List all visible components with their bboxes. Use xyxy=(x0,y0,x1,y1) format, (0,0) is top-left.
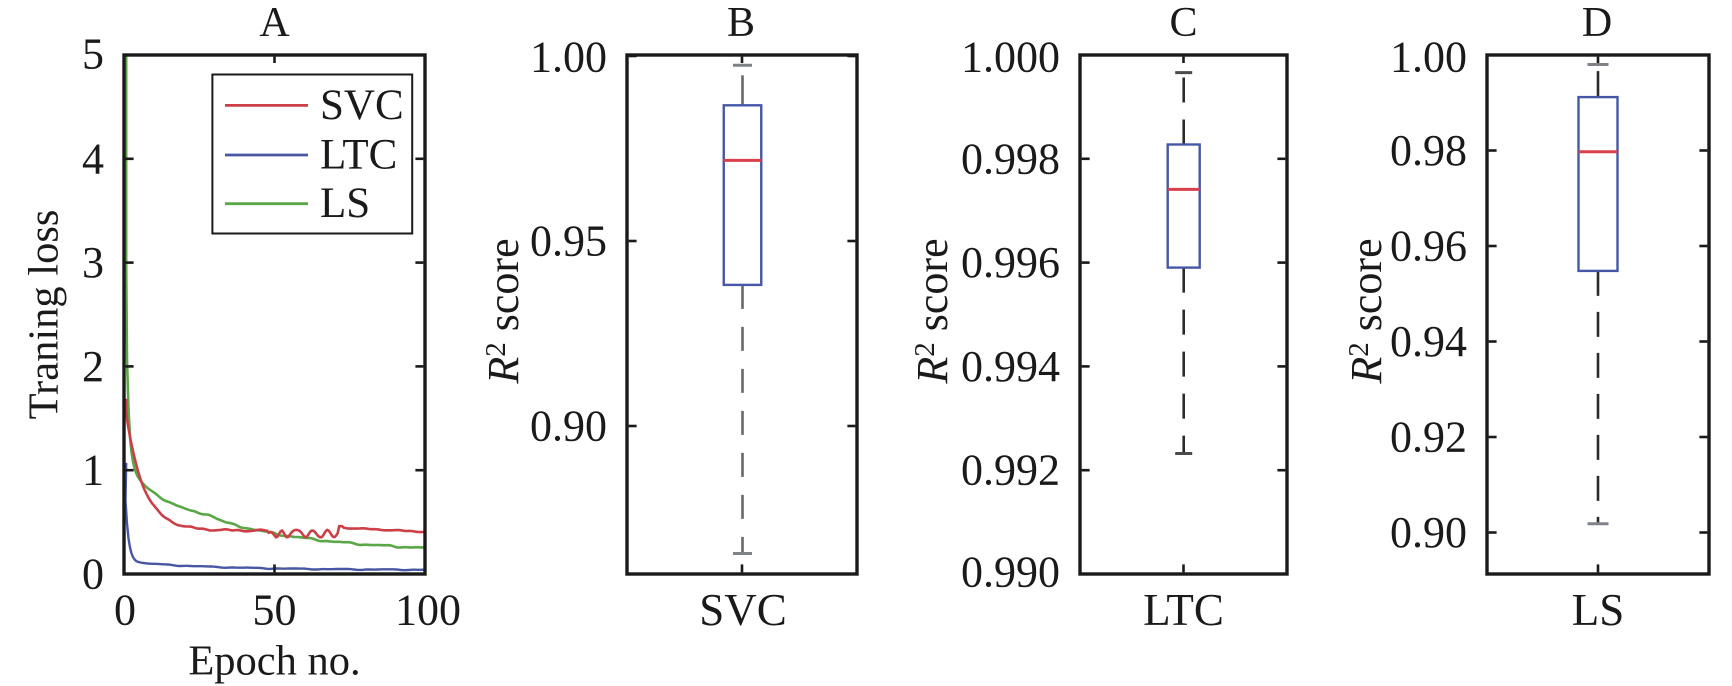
svg-text:D: D xyxy=(1582,0,1612,46)
svg-text:0.998: 0.998 xyxy=(961,134,1060,183)
svg-text:50: 50 xyxy=(253,586,297,635)
svg-text:Epoch no.: Epoch no. xyxy=(188,638,360,685)
svg-text:B: B xyxy=(727,0,755,46)
svg-text:LTC: LTC xyxy=(1143,585,1224,635)
svg-text:0: 0 xyxy=(114,586,136,635)
svg-text:3: 3 xyxy=(82,238,104,287)
svg-text:SVC: SVC xyxy=(320,82,404,129)
svg-text:2: 2 xyxy=(82,342,104,391)
svg-text:0.92: 0.92 xyxy=(1390,413,1467,462)
svg-text:1.00: 1.00 xyxy=(530,33,607,82)
svg-text:100: 100 xyxy=(395,586,461,635)
svg-text:0.94: 0.94 xyxy=(1390,317,1467,366)
svg-text:C: C xyxy=(1169,0,1197,46)
svg-text:4: 4 xyxy=(82,134,104,183)
svg-text:0.98: 0.98 xyxy=(1390,126,1467,175)
svg-text:R2 score: R2 score xyxy=(479,238,528,384)
svg-text:0.994: 0.994 xyxy=(961,342,1060,391)
svg-text:0.90: 0.90 xyxy=(530,402,607,451)
svg-text:0.90: 0.90 xyxy=(1390,508,1467,557)
svg-text:0.992: 0.992 xyxy=(961,446,1060,495)
svg-text:0.996: 0.996 xyxy=(961,238,1060,287)
svg-text:LS: LS xyxy=(320,180,370,227)
svg-text:5: 5 xyxy=(82,30,104,79)
svg-text:R2 score: R2 score xyxy=(908,238,957,384)
svg-text:LS: LS xyxy=(1572,585,1625,635)
svg-text:R2 score: R2 score xyxy=(1342,238,1391,384)
svg-text:SVC: SVC xyxy=(699,585,787,635)
svg-text:0.95: 0.95 xyxy=(530,217,607,266)
svg-text:A: A xyxy=(259,0,290,46)
svg-text:1.00: 1.00 xyxy=(1390,33,1467,82)
svg-text:Traning loss: Traning loss xyxy=(21,210,68,420)
svg-text:0: 0 xyxy=(82,550,104,599)
svg-text:1: 1 xyxy=(82,446,104,495)
svg-text:1.000: 1.000 xyxy=(961,33,1060,82)
svg-text:0.96: 0.96 xyxy=(1390,222,1467,271)
svg-text:0.990: 0.990 xyxy=(961,548,1060,597)
svg-text:LTC: LTC xyxy=(320,132,397,179)
